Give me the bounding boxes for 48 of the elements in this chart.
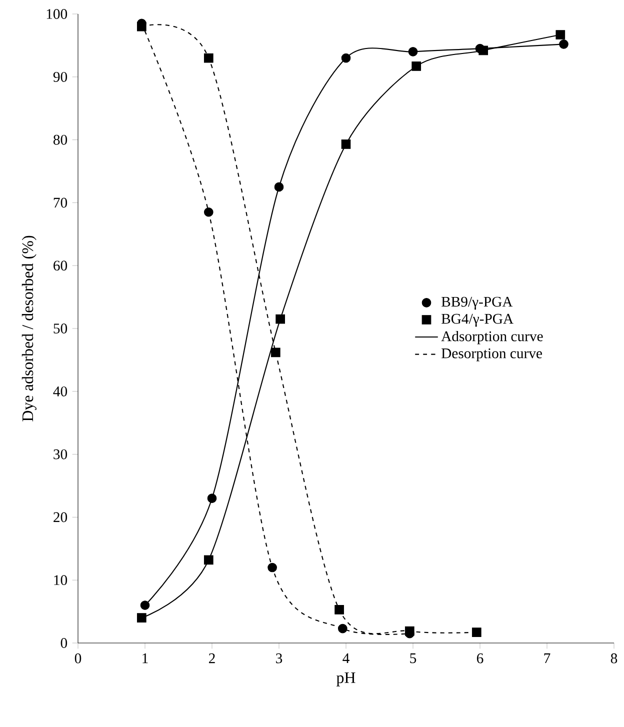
- y-tick-label: 40: [53, 386, 68, 396]
- x-tick-label: 7: [544, 653, 550, 664]
- legend-label: Adsorption curve: [441, 330, 543, 344]
- point: [341, 140, 351, 149]
- point: [556, 30, 566, 40]
- x-tick-label: 4: [342, 653, 350, 664]
- point: [408, 47, 418, 56]
- y-tick-label: 50: [54, 324, 68, 334]
- y-tick-label: 90: [53, 72, 68, 82]
- point: [204, 207, 214, 217]
- legend-label: BG4/γ-PGA: [441, 314, 514, 327]
- x-tick-label: 8: [610, 653, 618, 664]
- point: [136, 613, 146, 623]
- point: [404, 626, 414, 636]
- point: [274, 182, 284, 192]
- point: [559, 40, 568, 49]
- point: [140, 600, 150, 610]
- y-tick-label: 0: [60, 638, 68, 648]
- point: [341, 53, 351, 63]
- x-tick-label: 3: [276, 653, 282, 664]
- y-tick-label: 10: [54, 575, 68, 586]
- y-tick-label: 70: [54, 198, 68, 208]
- legend-label: BB9/γ-PGA: [441, 296, 513, 310]
- point: [207, 494, 217, 503]
- point: [478, 46, 488, 56]
- point: [276, 314, 286, 324]
- point: [334, 604, 344, 614]
- y-tick-label: 60: [54, 260, 68, 271]
- x-tick-label: 1: [142, 653, 148, 664]
- point: [412, 62, 422, 71]
- point: [136, 22, 146, 32]
- x-tick-label: 2: [208, 653, 215, 664]
- legend-label: Desorption curve: [441, 348, 542, 362]
- point: [338, 624, 348, 634]
- point: [268, 562, 277, 572]
- y-tick-label: 20: [54, 512, 68, 522]
- point: [472, 628, 482, 637]
- point: [204, 53, 214, 63]
- point: [270, 348, 280, 358]
- point: [204, 555, 214, 565]
- y-tick-label: 80: [53, 134, 68, 145]
- y-tick-label: 100: [46, 9, 68, 19]
- x-tick-label: 5: [410, 653, 416, 664]
- y-tick-label: 30: [54, 449, 68, 460]
- x-tick-label: 6: [476, 653, 484, 664]
- x-axis-title: pH: [336, 672, 356, 686]
- y-axis-title: Dye adsorbed / desorbed (%): [22, 236, 36, 422]
- x-tick-label: 0: [74, 653, 82, 664]
